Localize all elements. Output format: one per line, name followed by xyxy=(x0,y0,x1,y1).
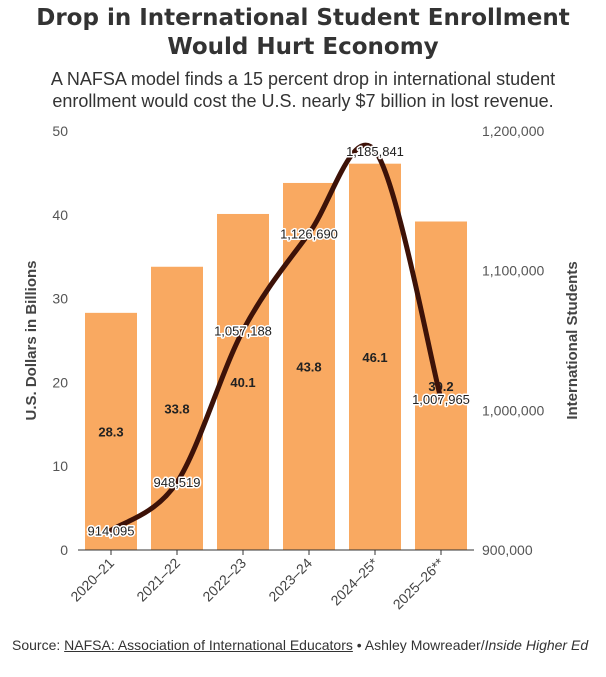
line-value-label: 1,057,188 xyxy=(214,323,272,338)
enrollment-line xyxy=(108,142,444,533)
x-axis-tick-label: 2023–24 xyxy=(265,555,315,605)
right-axis-tick-label: 900,000 xyxy=(482,542,533,558)
bar-value-label: 33.8 xyxy=(164,401,189,416)
chart-title: Drop in International Student Enrollment… xyxy=(36,5,570,60)
byline: Ashley Mowreader/ xyxy=(364,637,485,653)
x-axis-tick-label: 2022–23 xyxy=(199,555,249,605)
bar-value-label: 40.1 xyxy=(230,375,255,390)
publication-name: Inside Higher Ed xyxy=(484,637,589,653)
x-axis-tick-label: 2021–22 xyxy=(133,555,183,605)
left-axis-tick-label: 50 xyxy=(52,123,68,139)
bar xyxy=(85,312,137,550)
line-value-label: 914,095 xyxy=(88,523,135,538)
source-separator: • xyxy=(356,637,362,653)
source-label: Source: xyxy=(12,637,61,653)
left-axis-tick-label: 20 xyxy=(52,374,68,390)
line-value-label: 1,185,841 xyxy=(346,144,404,159)
source-note: Source: NAFSA: Association of Internatio… xyxy=(12,636,592,655)
bar xyxy=(415,221,467,550)
left-axis-tick-label: 30 xyxy=(52,291,68,307)
line-value-label: 948,519 xyxy=(154,475,201,490)
bar-value-label: 28.3 xyxy=(98,424,123,439)
line-value-label: 1,126,690 xyxy=(280,226,338,241)
bar-value-label: 43.8 xyxy=(296,359,321,374)
x-axis-tick-label: 2025–26** xyxy=(390,554,448,612)
source-link[interactable]: NAFSA: Association of International Educ… xyxy=(64,637,353,653)
bar xyxy=(283,182,335,550)
x-axis-tick-label: 2020–21 xyxy=(67,555,117,605)
line-value-label: 1,007,965 xyxy=(412,392,470,407)
bar xyxy=(217,213,269,550)
chart-subtitle: A NAFSA model finds a 15 percent drop in… xyxy=(50,69,556,111)
left-axis-tick-label: 0 xyxy=(60,542,68,558)
right-axis-title: International Students xyxy=(564,261,581,419)
right-axis-tick-label: 1,000,000 xyxy=(482,402,544,418)
bar-value-label: 46.1 xyxy=(362,350,387,365)
combo-chart: 0 10 20 30 40 50 900,000 1,000,000 1,100,000 1,20… xyxy=(23,123,581,612)
bar xyxy=(349,163,401,550)
right-axis-tick-label: 1,200,000 xyxy=(482,123,544,139)
left-axis-tick-label: 40 xyxy=(52,207,68,223)
left-axis-tick-label: 10 xyxy=(52,458,68,474)
right-axis-tick-label: 1,100,000 xyxy=(482,263,544,279)
x-axis-tick-label: 2024–25* xyxy=(327,554,381,608)
left-axis-title: U.S. Dollars in Billions xyxy=(23,260,40,420)
